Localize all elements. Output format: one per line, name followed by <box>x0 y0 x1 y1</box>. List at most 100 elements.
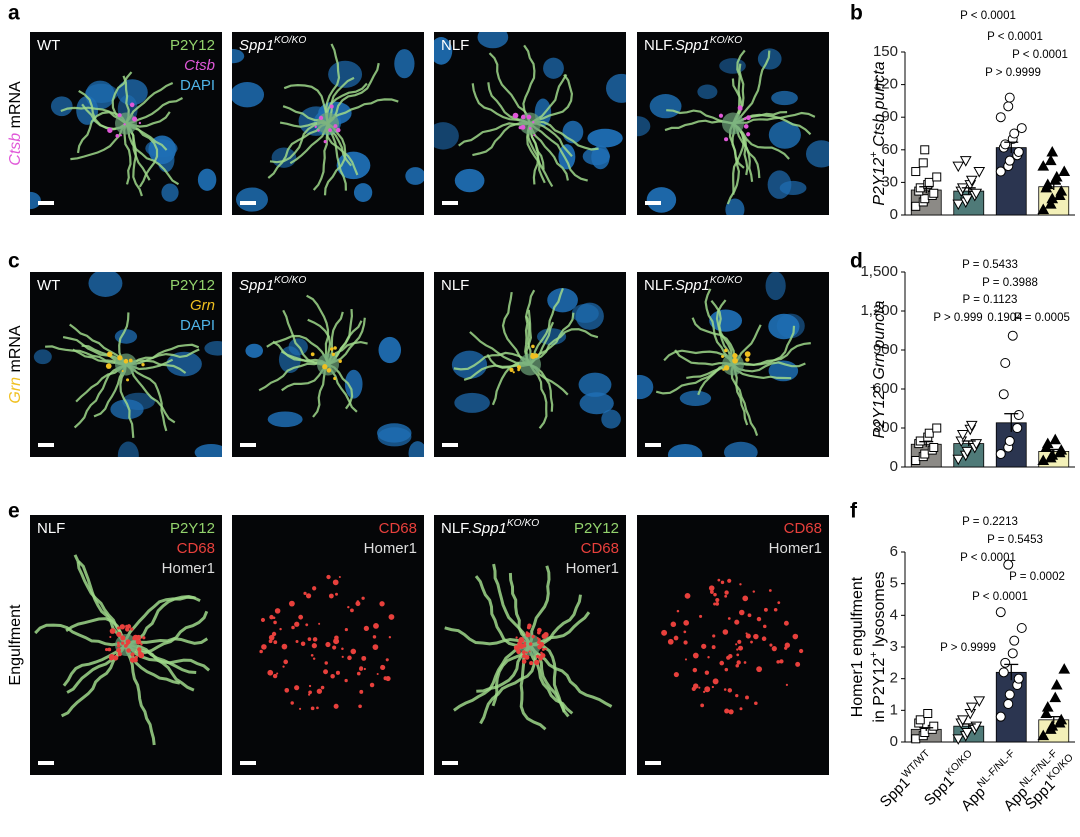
puncta <box>683 620 690 626</box>
image-label: NLF.Spp1KO/KO <box>644 35 742 54</box>
text-part: P2Y12 <box>871 390 888 438</box>
nucleus <box>578 372 612 397</box>
data-point <box>1012 423 1023 433</box>
scale-bar <box>442 761 458 765</box>
process <box>267 122 329 179</box>
puncta <box>363 667 366 671</box>
legend-text: CD68 <box>379 520 417 537</box>
data-point <box>920 449 930 459</box>
puncta <box>703 690 706 693</box>
process <box>76 110 127 154</box>
puncta <box>527 623 532 628</box>
image-label: Spp1KO/KO <box>239 275 306 294</box>
puncta <box>272 673 278 679</box>
process <box>529 328 599 366</box>
puncta <box>712 678 719 685</box>
nucleus <box>245 343 263 358</box>
scale-bar <box>38 443 54 447</box>
data-point <box>1041 701 1054 712</box>
nucleus <box>679 390 712 406</box>
puncta <box>541 654 546 658</box>
puncta <box>523 641 527 645</box>
image-content <box>434 32 626 193</box>
legend-text: P2Y12 <box>170 520 215 537</box>
legend-text: DAPI <box>180 77 215 94</box>
puncta <box>318 115 324 121</box>
data-point <box>932 172 942 182</box>
puncta <box>512 371 515 374</box>
data-point <box>1013 410 1024 420</box>
error-bar <box>919 727 934 731</box>
image-label: NLF.Spp1KO/KO <box>441 518 539 537</box>
puncta <box>761 636 767 642</box>
puncta <box>341 655 344 658</box>
y-tick-label: 4 <box>890 606 898 623</box>
puncta <box>295 640 299 644</box>
legend-text: CD68 <box>581 540 619 557</box>
text-part: Spp1 <box>239 37 274 54</box>
data-point <box>952 734 965 745</box>
data-point <box>1007 648 1018 659</box>
puncta <box>516 365 522 370</box>
panel-letter: a <box>8 2 20 25</box>
puncta <box>120 635 126 641</box>
puncta <box>332 645 337 650</box>
puncta <box>308 690 312 695</box>
nucleus <box>451 350 488 379</box>
process <box>125 122 143 197</box>
nucleus <box>328 60 363 88</box>
process <box>269 121 329 164</box>
text-part: + <box>868 384 880 390</box>
scale-bar <box>442 443 458 447</box>
nucleus <box>454 168 485 193</box>
puncta <box>795 661 801 667</box>
puncta <box>328 593 334 599</box>
puncta <box>518 643 525 649</box>
nucleus <box>88 272 123 297</box>
puncta <box>106 351 113 358</box>
data-point <box>1016 623 1027 633</box>
error-bar <box>1004 413 1019 432</box>
puncta <box>727 578 732 583</box>
data-point <box>1046 192 1059 204</box>
puncta <box>142 636 146 640</box>
puncta <box>335 592 338 596</box>
puncta <box>745 357 750 362</box>
nucleus <box>110 399 144 420</box>
puncta <box>359 689 364 694</box>
data-point <box>1037 203 1050 215</box>
error-bar <box>961 187 976 195</box>
y-tick-label: 5 <box>890 575 898 592</box>
text-part: KO/KO <box>710 35 742 46</box>
puncta <box>743 117 747 121</box>
puncta <box>320 685 325 690</box>
puncta <box>536 637 539 640</box>
process <box>528 123 569 181</box>
puncta <box>528 127 532 130</box>
puncta <box>322 364 328 370</box>
error-bar <box>961 723 976 729</box>
nucleus <box>344 369 363 399</box>
puncta <box>259 649 263 654</box>
nucleus <box>571 303 599 323</box>
legend-text: CD68 <box>784 520 822 537</box>
nucleus <box>232 48 245 64</box>
puncta <box>333 346 337 350</box>
data-point <box>1007 330 1018 341</box>
nucleus <box>194 443 222 457</box>
panel-letter: e <box>8 500 20 523</box>
legend-text: Homer1 <box>566 560 619 577</box>
nucleus <box>85 80 115 110</box>
process <box>529 122 588 182</box>
puncta <box>359 666 364 671</box>
y-tick-label: 1,200 <box>860 302 898 319</box>
image-content <box>33 272 222 457</box>
legend-entry: DAPI <box>180 77 215 94</box>
puncta <box>692 652 699 659</box>
process <box>732 361 806 373</box>
y-axis-label: P2Y12+ Ctsb puncta <box>868 61 888 205</box>
data-point <box>1009 635 1020 646</box>
text-part: in P2Y12 <box>871 658 888 723</box>
nucleus <box>765 272 786 301</box>
